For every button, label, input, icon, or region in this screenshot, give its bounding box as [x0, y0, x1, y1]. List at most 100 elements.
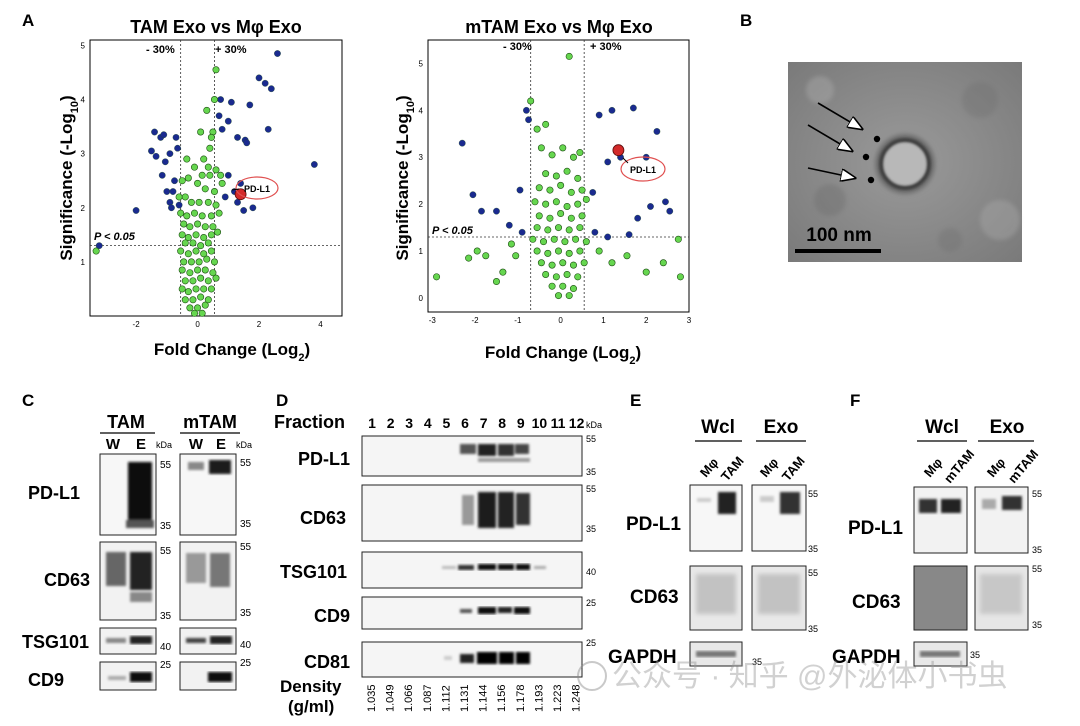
y-tick-label: 5 — [81, 41, 86, 50]
fraction-number: 9 — [517, 415, 525, 431]
mw-marker: 55 — [240, 542, 252, 553]
x-tick-label: 2 — [257, 320, 262, 329]
data-point — [542, 120, 550, 128]
data-point — [505, 221, 513, 229]
data-point — [198, 171, 206, 179]
group-label: Exo — [990, 417, 1025, 438]
row-label: PD-L1 — [626, 514, 681, 535]
data-point — [204, 296, 212, 304]
data-point — [608, 106, 616, 114]
row-label: PD-L1 — [848, 518, 903, 539]
data-point — [177, 209, 185, 217]
data-point — [576, 224, 584, 232]
kda-label: kDa — [156, 440, 172, 450]
data-point — [550, 235, 558, 243]
data-point — [190, 209, 198, 217]
data-point — [207, 212, 215, 220]
gold-particle — [873, 135, 881, 143]
data-point — [92, 247, 100, 255]
data-point — [574, 174, 582, 182]
mw-marker: 35 — [586, 524, 596, 534]
y-tick-label: 3 — [81, 150, 86, 159]
row-label: CD63 — [300, 508, 346, 528]
panel-letter-d: D — [276, 391, 288, 410]
data-point — [151, 128, 158, 136]
data-point — [552, 172, 560, 180]
p-threshold-label: P < 0.05 — [432, 225, 474, 237]
data-point — [469, 191, 477, 199]
data-point — [194, 220, 202, 228]
wechat-icon — [577, 661, 607, 691]
arrow-icon — [807, 167, 855, 178]
data-point — [580, 259, 588, 267]
density-value: 1.144 — [478, 684, 490, 712]
em-texture — [806, 76, 1020, 252]
gold-particle — [867, 176, 875, 184]
row-label: GAPDH — [608, 647, 677, 668]
mw-marker: 35 — [160, 521, 172, 532]
data-point — [623, 252, 631, 260]
data-point — [204, 198, 212, 206]
data-point — [582, 195, 590, 203]
data-point — [210, 258, 218, 266]
row-label: CD63 — [630, 587, 679, 608]
chart-title: mTAM Exo vs Mφ Exo — [465, 17, 653, 37]
data-point — [198, 309, 206, 317]
data-point — [194, 179, 202, 187]
data-point — [204, 239, 212, 247]
data-point — [186, 223, 194, 231]
data-point — [559, 259, 567, 267]
data-point — [554, 247, 562, 255]
data-point — [206, 144, 214, 152]
mw-marker: 40 — [240, 640, 252, 651]
y-tick-label: 2 — [419, 200, 424, 209]
data-point — [201, 223, 209, 231]
arrow-icon — [807, 124, 852, 151]
mw-marker: 35 — [586, 467, 596, 477]
data-point — [190, 163, 198, 171]
mw-marker: 55 — [586, 434, 596, 444]
data-point — [507, 240, 515, 248]
x-tick-label: 0 — [195, 320, 200, 329]
mw-marker: 25 — [586, 638, 596, 648]
mw-marker: 55 — [240, 458, 252, 469]
mw-marker: 35 — [240, 608, 252, 619]
data-point — [172, 134, 180, 141]
data-point — [210, 188, 218, 196]
data-point — [478, 207, 485, 215]
data-point — [630, 104, 637, 112]
data-point — [493, 207, 500, 215]
panel-letter-c: C — [22, 391, 34, 410]
lane-label: E — [216, 436, 226, 453]
y-tick-label: 2 — [81, 204, 86, 213]
data-point — [195, 198, 203, 206]
data-point — [178, 231, 186, 239]
threshold-left-label: - 30% — [146, 44, 175, 56]
data-point — [214, 228, 222, 236]
data-point — [240, 207, 248, 214]
blot-panel-c: TAM mTAM W E W E kDa kDa PD-L1 55 35 55 … — [22, 412, 252, 691]
data-point — [563, 270, 571, 278]
row-label: TSG101 — [22, 632, 89, 652]
data-point — [565, 52, 573, 60]
data-point — [197, 128, 205, 136]
data-point — [204, 163, 212, 171]
data-point — [160, 131, 168, 139]
data-point — [659, 259, 667, 267]
row-label: TSG101 — [280, 562, 347, 582]
data-point — [228, 98, 235, 106]
data-point — [552, 198, 560, 206]
data-point — [158, 171, 166, 179]
data-point — [569, 261, 577, 269]
lane-label: W — [189, 436, 204, 453]
data-point — [224, 171, 232, 179]
x-axis-label: Fold Change (Log2) — [485, 343, 641, 367]
density-label: Density — [280, 677, 342, 696]
data-point — [523, 106, 530, 114]
mw-marker: 25 — [586, 598, 596, 608]
data-point — [163, 188, 171, 195]
group-label-tam: TAM — [107, 412, 145, 432]
data-point — [578, 186, 586, 194]
data-point — [674, 235, 682, 243]
